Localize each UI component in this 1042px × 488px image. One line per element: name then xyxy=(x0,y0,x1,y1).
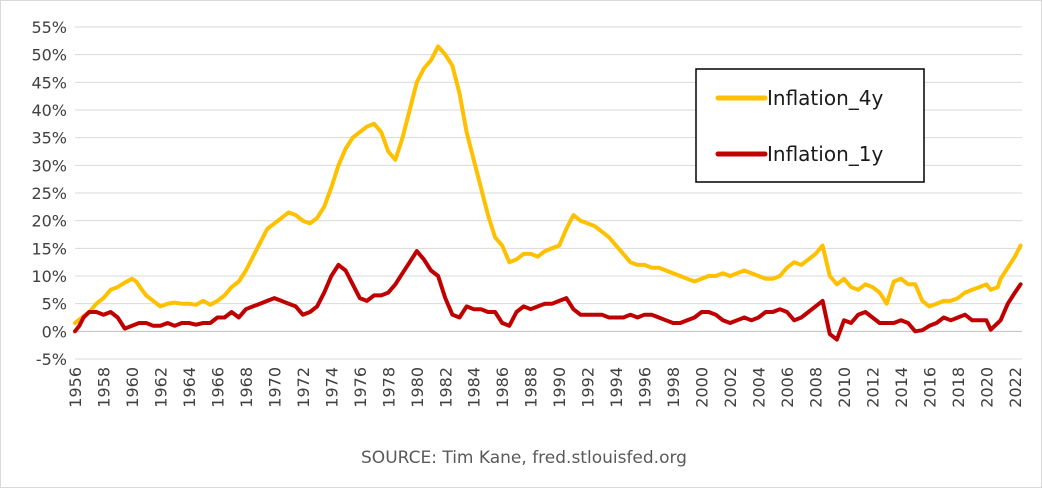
x-axis-ticks: 1956 1958 1960 1962 1964 1966 1968 1970 1972 1974… xyxy=(66,367,1025,408)
y-tick-label: 10% xyxy=(31,267,67,286)
y-tick-label: 5% xyxy=(42,295,67,314)
y-tick-label: 55% xyxy=(31,18,67,37)
y-tick-label: 0% xyxy=(42,322,67,341)
x-tick-label: 1982 xyxy=(436,367,455,408)
x-tick-label: 2016 xyxy=(920,367,939,408)
y-axis-ticks: -5% 0% 5% 10% 15% 20% 25% 30% 35% 40% 45% 50% 55% xyxy=(31,18,67,369)
x-tick-label: 1988 xyxy=(522,367,541,408)
x-tick-label: 1996 xyxy=(636,367,655,408)
y-tick-label: 40% xyxy=(31,101,67,120)
y-tick-label: 30% xyxy=(31,156,67,175)
x-tick-label: 1968 xyxy=(237,367,256,408)
x-tick-label: 2010 xyxy=(835,367,854,408)
y-tick-label: 15% xyxy=(31,239,67,258)
y-tick-label: 20% xyxy=(31,212,67,231)
y-tick-label: -5% xyxy=(36,350,67,369)
legend-label-inflation-1y: Inflation_1y xyxy=(767,142,883,166)
x-tick-label: 1964 xyxy=(180,367,199,408)
y-tick-label: 45% xyxy=(31,73,67,92)
x-tick-label: 2018 xyxy=(949,367,968,408)
x-tick-label: 1962 xyxy=(151,367,170,408)
x-tick-label: 1960 xyxy=(123,367,142,408)
x-tick-label: 2020 xyxy=(977,367,996,408)
x-tick-label: 2008 xyxy=(807,367,826,408)
y-tick-label: 35% xyxy=(31,129,67,148)
x-tick-label: 2000 xyxy=(693,367,712,408)
x-tick-label: 1994 xyxy=(607,367,626,408)
x-tick-label: 1976 xyxy=(351,367,370,408)
x-tick-label: 1970 xyxy=(265,367,284,408)
x-tick-label: 1992 xyxy=(579,367,598,408)
x-tick-label: 1956 xyxy=(66,367,85,408)
x-tick-label: 1972 xyxy=(294,367,313,408)
x-tick-label: 1966 xyxy=(208,367,227,408)
x-tick-label: 1958 xyxy=(94,367,113,408)
x-tick-label: 1984 xyxy=(465,367,484,408)
x-tick-label: 1974 xyxy=(322,367,341,408)
chart-source-note: SOURCE: Tim Kane, fred.stlouisfed.org xyxy=(361,448,687,468)
y-tick-label: 50% xyxy=(31,46,67,65)
x-tick-label: 2022 xyxy=(1006,367,1025,408)
x-tick-label: 1998 xyxy=(664,367,683,408)
x-tick-label: 2004 xyxy=(750,367,769,408)
x-tick-label: 1980 xyxy=(408,367,427,408)
x-tick-label: 2014 xyxy=(892,367,911,408)
series-lines xyxy=(73,44,1023,342)
x-tick-label: 2012 xyxy=(863,367,882,408)
series-line-inflation-1y xyxy=(73,249,1023,342)
legend-label-inflation-4y: Inflation_4y xyxy=(767,86,883,110)
x-tick-label: 1986 xyxy=(493,367,512,408)
legend-box xyxy=(695,68,925,183)
x-tick-label: 2002 xyxy=(721,367,740,408)
y-tick-label: 25% xyxy=(31,184,67,203)
x-tick-label: 2006 xyxy=(778,367,797,408)
x-tick-label: 1990 xyxy=(550,367,569,408)
series-line-inflation-4y xyxy=(73,44,1023,325)
x-tick-label: 1978 xyxy=(379,367,398,408)
legend: Inflation_4y Inflation_1y xyxy=(695,68,925,183)
